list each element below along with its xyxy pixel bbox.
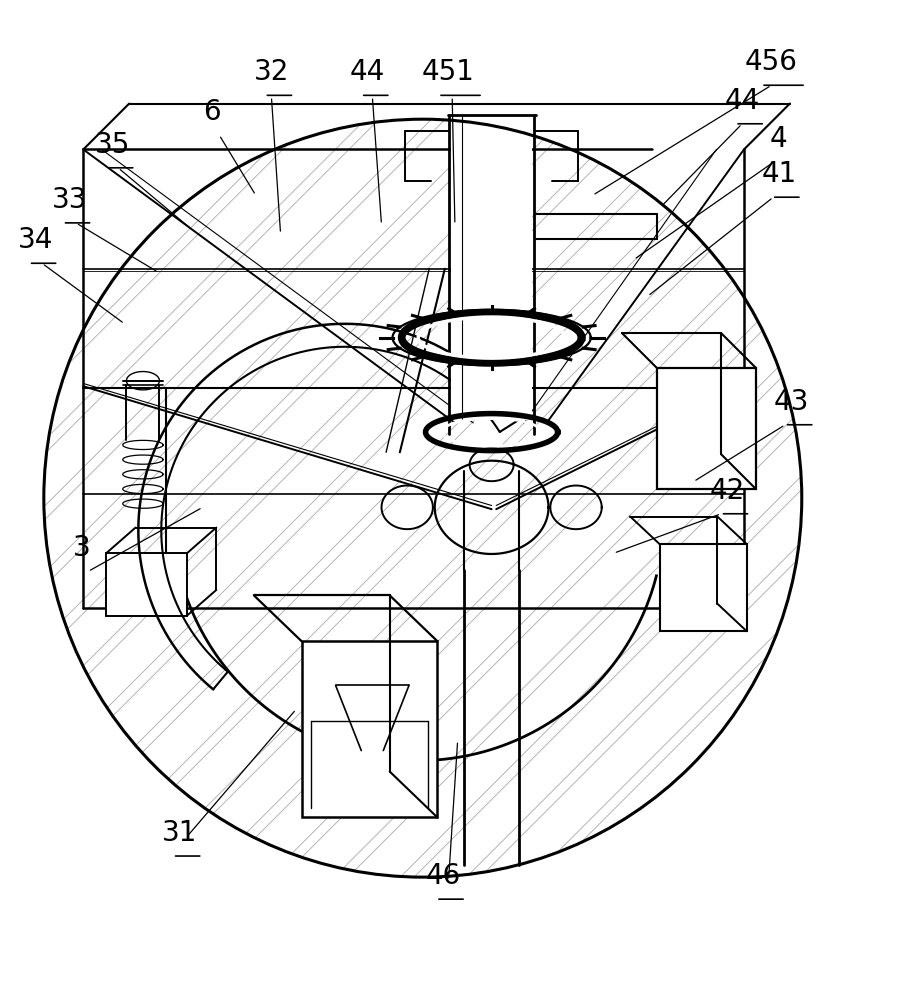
Text: 33: 33 bbox=[51, 186, 87, 214]
Bar bbox=[451, 115, 532, 420]
Bar bbox=[657, 368, 756, 489]
Bar bbox=[301, 641, 437, 817]
Text: 32: 32 bbox=[254, 58, 289, 86]
Text: 46: 46 bbox=[425, 862, 460, 890]
Text: 34: 34 bbox=[17, 226, 53, 254]
Text: 31: 31 bbox=[162, 819, 198, 847]
Text: 4: 4 bbox=[770, 125, 788, 153]
Text: 41: 41 bbox=[761, 160, 797, 188]
Text: 43: 43 bbox=[774, 388, 810, 416]
Text: 42: 42 bbox=[709, 477, 745, 505]
Bar bbox=[660, 544, 747, 631]
Text: 6: 6 bbox=[203, 98, 221, 126]
Text: 44: 44 bbox=[350, 58, 385, 86]
Text: 35: 35 bbox=[95, 131, 130, 159]
Text: 44: 44 bbox=[724, 87, 760, 115]
Bar bbox=[107, 553, 187, 616]
Text: 456: 456 bbox=[745, 48, 798, 76]
Text: 451: 451 bbox=[422, 58, 475, 86]
Text: 3: 3 bbox=[73, 534, 90, 562]
